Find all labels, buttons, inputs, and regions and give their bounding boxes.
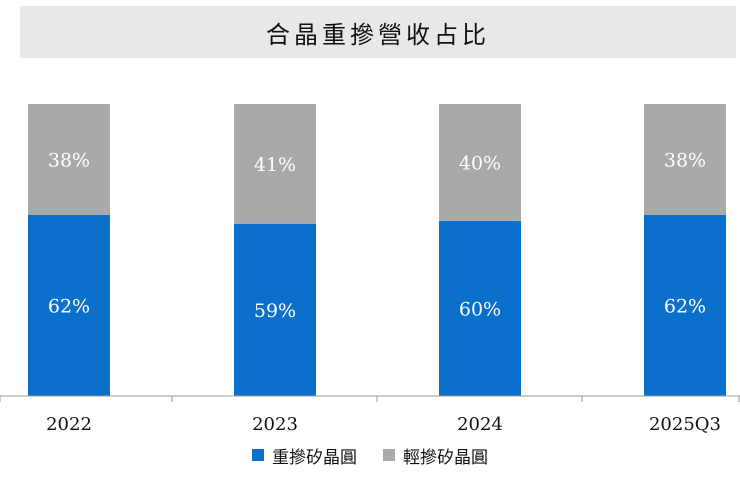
data-label-light-2025Q3: 38%: [664, 149, 706, 171]
legend-label-light: 輕摻矽晶圓: [403, 447, 488, 468]
legend-swatch-heavy: [252, 449, 264, 461]
bar-heavy-2025Q3: [644, 214, 726, 396]
bar-light-2023: [234, 104, 316, 224]
bar-heavy-2024: [439, 220, 521, 396]
chart-title-bar: 合晶重摻營收占比: [20, 6, 736, 58]
bar-heavy-2022: [28, 214, 110, 396]
data-label-heavy-2025Q3: 62%: [664, 295, 706, 317]
legend-label-heavy: 重摻矽晶圓: [272, 447, 357, 468]
data-label-light-2024: 40%: [459, 152, 501, 174]
data-label-heavy-2022: 62%: [48, 295, 90, 317]
legend-item-light: 輕摻矽晶圓: [383, 443, 488, 468]
bar-heavy-2023: [234, 223, 316, 396]
legend-item-heavy: 重摻矽晶圓: [252, 443, 357, 468]
x-tick-label-2022: 2022: [46, 414, 92, 435]
legend: 重摻矽晶圓 輕摻矽晶圓: [0, 440, 740, 470]
bar-light-2025Q3: [644, 104, 726, 215]
x-tick-label-2023: 2023: [252, 414, 298, 435]
data-label-light-2022: 38%: [48, 149, 90, 171]
legend-swatch-light: [383, 449, 395, 461]
chart-title: 合晶重摻營收占比: [266, 20, 490, 49]
bar-light-2022: [28, 104, 110, 215]
x-tick-label-2024: 2024: [457, 414, 503, 435]
x-tick-label-2025Q3: 2025Q3: [649, 414, 721, 435]
data-label-heavy-2023: 59%: [254, 300, 296, 322]
data-label-heavy-2024: 60%: [459, 298, 501, 320]
data-label-light-2023: 41%: [254, 154, 296, 176]
bar-light-2024: [439, 104, 521, 221]
